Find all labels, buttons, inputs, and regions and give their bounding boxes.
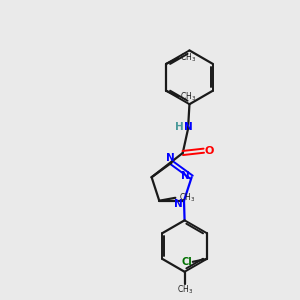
Text: N: N	[181, 171, 190, 181]
Text: O: O	[204, 146, 214, 156]
Text: CH$_3$: CH$_3$	[179, 192, 196, 204]
Text: CH$_3$: CH$_3$	[180, 91, 196, 103]
Text: Cl: Cl	[181, 257, 192, 267]
Text: CH$_3$: CH$_3$	[176, 284, 193, 296]
Text: N: N	[174, 199, 182, 209]
Text: CH$_3$: CH$_3$	[180, 51, 196, 64]
Text: N: N	[166, 153, 175, 163]
Text: N: N	[184, 122, 193, 132]
Text: H: H	[176, 122, 184, 132]
